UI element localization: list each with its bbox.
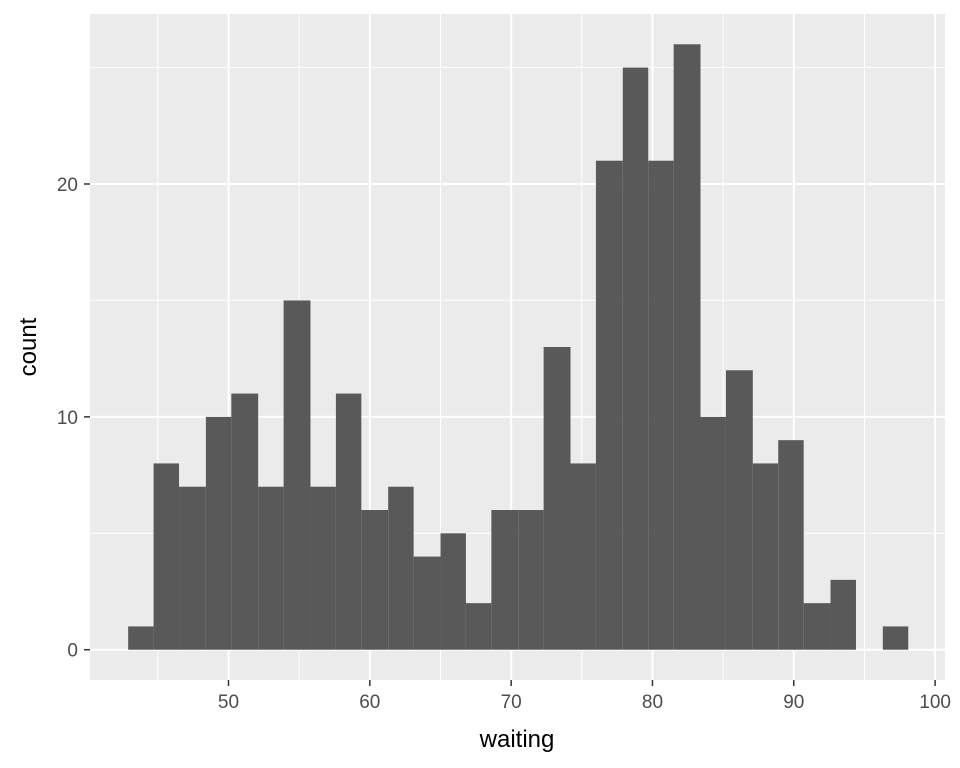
histogram-bar bbox=[205, 416, 232, 650]
histogram-bar bbox=[700, 416, 726, 650]
histogram-bar bbox=[648, 160, 674, 650]
histogram-bar bbox=[388, 486, 414, 650]
histogram-bar bbox=[518, 510, 544, 650]
histogram-bar bbox=[570, 463, 596, 650]
histogram-bar bbox=[622, 67, 649, 650]
y-tick-label: 20 bbox=[57, 175, 78, 196]
y-tick-label: 10 bbox=[57, 408, 78, 429]
x-tick-label: 100 bbox=[919, 692, 951, 713]
x-tick-label: 60 bbox=[359, 692, 380, 713]
y-axis: 0 10 20 bbox=[57, 175, 90, 662]
histogram-bar bbox=[595, 160, 623, 650]
histogram-bar bbox=[803, 603, 831, 650]
x-tick-label: 80 bbox=[642, 692, 663, 713]
histogram-bars bbox=[128, 44, 909, 650]
histogram-bar bbox=[778, 440, 804, 650]
histogram-bar bbox=[882, 626, 909, 650]
histogram-bar bbox=[283, 300, 311, 650]
histogram-bar bbox=[258, 486, 284, 650]
histogram-bar bbox=[752, 463, 779, 650]
y-tick-label: 0 bbox=[67, 641, 78, 662]
histogram-bar bbox=[335, 393, 362, 650]
histogram-bar bbox=[413, 556, 441, 650]
x-tick-label: 70 bbox=[501, 692, 522, 713]
histogram-bar bbox=[491, 510, 519, 650]
histogram-bar bbox=[361, 510, 389, 650]
histogram-bar bbox=[179, 486, 206, 650]
histogram-bar bbox=[465, 603, 492, 650]
x-axis-title: waiting bbox=[479, 726, 555, 753]
histogram-bar bbox=[153, 463, 180, 650]
histogram-bar bbox=[830, 579, 856, 650]
histogram-bar bbox=[310, 486, 336, 650]
x-axis: 50 60 70 80 90 100 bbox=[218, 680, 951, 713]
histogram-bar bbox=[725, 370, 753, 650]
histogram-bar bbox=[128, 626, 154, 650]
x-tick-label: 50 bbox=[218, 692, 239, 713]
histogram-bar bbox=[231, 393, 259, 650]
histogram-bar bbox=[440, 533, 466, 650]
histogram-bar bbox=[673, 44, 701, 650]
histogram-bar bbox=[543, 347, 571, 650]
x-tick-label: 90 bbox=[783, 692, 804, 713]
y-axis-title: count bbox=[15, 317, 42, 376]
